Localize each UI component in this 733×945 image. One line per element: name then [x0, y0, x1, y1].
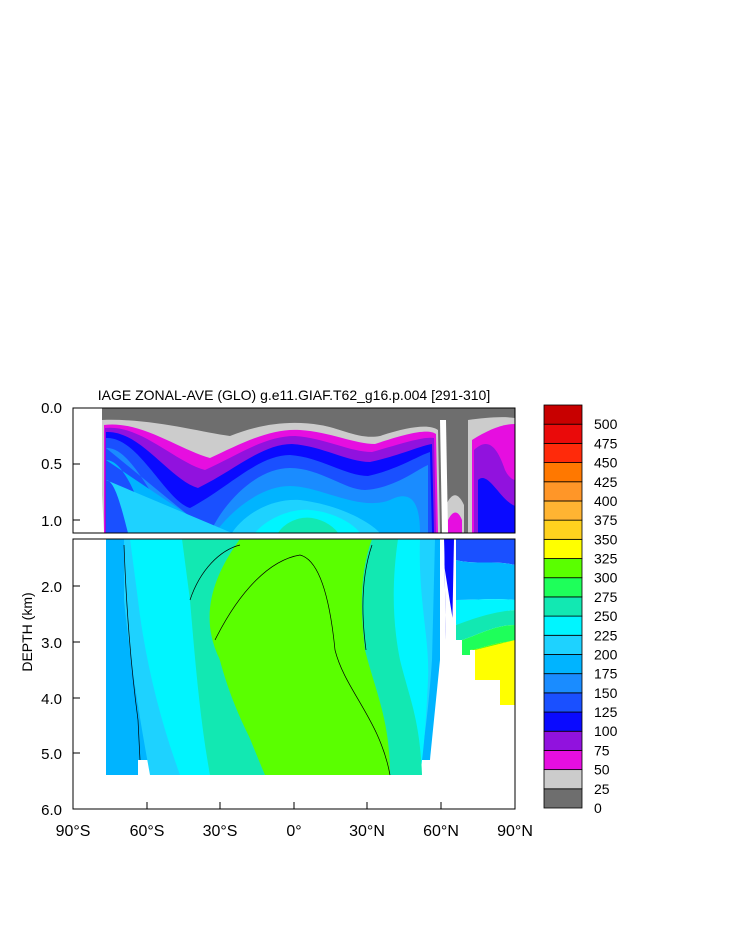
colorbar-swatch-13 — [543, 538, 583, 559]
colorbar-swatch-8 — [543, 634, 583, 655]
lower-panel — [72, 538, 516, 810]
y-tick-label-lower-3: 5.0 — [41, 746, 62, 763]
colorbar-swatch-1 — [543, 769, 583, 790]
colorbar-swatch-18 — [543, 442, 583, 463]
colorbar-label-10: 250 — [594, 608, 618, 624]
lower-arctic-teal — [456, 610, 515, 640]
colorbar-label-20: 500 — [594, 416, 618, 432]
colorbar-label-14: 350 — [594, 531, 618, 547]
colorbar-label-17: 425 — [594, 474, 618, 490]
upper-gin-sea-magenta — [448, 512, 462, 533]
colorbar-label-8: 200 — [594, 646, 618, 662]
colorbar-label-0: 0 — [594, 800, 602, 816]
lower-region-275-inner — [215, 555, 390, 775]
colorbar-swatch-0 — [543, 788, 583, 809]
colorbar-label-5: 125 — [594, 704, 618, 720]
colorbar-swatch-7 — [543, 654, 583, 675]
y-tick-label-lower-2: 4.0 — [41, 691, 62, 708]
colorbar-swatch-10 — [543, 596, 583, 617]
y-tick-label-lower-4: 6.0 — [41, 802, 62, 819]
chart-title: IAGE ZONAL-AVE (GLO) g.e11.GIAF.T62_g16.… — [98, 387, 490, 403]
upper-panel-frame — [72, 407, 516, 534]
colorbar-swatch-14 — [543, 519, 583, 540]
x-tick-label-0: 90°S — [56, 823, 91, 840]
colorbar-label-13: 325 — [594, 551, 618, 567]
lower-contour-line-1 — [123, 544, 141, 761]
colorbar-swatch-15 — [543, 500, 583, 521]
lower-arctic-blue — [456, 539, 515, 565]
colorbar-swatch-20 — [543, 404, 583, 425]
upper-ridge-gap — [440, 420, 448, 533]
lower-ridge-white — [422, 539, 515, 809]
colorbar-swatch-3 — [543, 730, 583, 751]
colorbar-swatch-12 — [543, 558, 583, 579]
colorbar-label-15: 375 — [594, 512, 618, 528]
y-tick-label-lower-0: 2.0 — [41, 579, 62, 596]
x-tick-label-2: 30°S — [203, 823, 238, 840]
lower-contour-line-2 — [214, 554, 391, 776]
y-axis-label: DEPTH (km) — [19, 592, 35, 671]
y-axis-lower: 2.0 3.0 4.0 5.0 6.0 — [41, 579, 80, 819]
colorbar-label-9: 225 — [594, 627, 618, 643]
colorbar-label-7: 175 — [594, 666, 618, 682]
upper-arctic-blue — [478, 477, 515, 533]
colorbar-swatch-11 — [543, 577, 583, 598]
colorbar-swatch-5 — [543, 692, 583, 713]
colorbar-swatch-16 — [543, 481, 583, 502]
colorbar-label-6: 150 — [594, 685, 618, 701]
colorbar: 0 25 50 75 100 125 150 175 200 225 250 275 300 325 350… — [543, 404, 618, 816]
lower-contour-line-3 — [189, 544, 241, 601]
colorbar-label-19: 475 — [594, 435, 618, 451]
colorbar-label-16: 400 — [594, 493, 618, 509]
colorbar-label-1: 25 — [594, 781, 610, 797]
x-tick-label-3: 0° — [286, 823, 301, 840]
x-tick-label-5: 60°N — [423, 823, 459, 840]
y-tick-label-upper-1: 0.5 — [41, 456, 62, 473]
lower-arctic-yellow — [475, 640, 515, 705]
upper-antarctic-land — [73, 408, 104, 533]
lower-arctic-sky — [456, 560, 515, 600]
colorbar-label-11: 275 — [594, 589, 618, 605]
colorbar-label-12: 300 — [594, 570, 618, 586]
y-axis-upper: 0.0 0.5 1.0 — [41, 400, 80, 530]
y-tick-label-upper-2: 1.0 — [41, 513, 62, 530]
colorbar-swatch-6 — [543, 673, 583, 694]
colorbar-label-18: 450 — [594, 455, 618, 471]
x-tick-label-6: 90°N — [497, 823, 533, 840]
lower-arctic-green — [462, 625, 515, 655]
y-tick-label-lower-1: 3.0 — [41, 635, 62, 652]
colorbar-swatch-17 — [543, 462, 583, 483]
colorbar-swatch-9 — [543, 615, 583, 636]
x-axis: 90°S 60°S 30°S 0° 30°N 60°N 90°N — [56, 802, 533, 840]
colorbar-label-4: 100 — [594, 723, 618, 739]
colorbar-label-3: 75 — [594, 742, 610, 758]
upper-region-250-275 — [278, 517, 338, 533]
colorbar-swatch-4 — [543, 711, 583, 732]
y-tick-label-upper-0: 0.0 — [41, 400, 62, 417]
lower-arctic-cyan — [456, 599, 515, 625]
x-tick-label-1: 60°S — [130, 823, 165, 840]
colorbar-label-2: 50 — [594, 762, 610, 778]
colorbar-swatch-2 — [543, 750, 583, 771]
upper-panel — [72, 407, 516, 534]
lower-contour-line-4 — [362, 544, 373, 651]
lower-seafloor-white — [73, 539, 515, 809]
colorbar-swatch-19 — [543, 423, 583, 444]
x-tick-label-4: 30°N — [349, 823, 385, 840]
